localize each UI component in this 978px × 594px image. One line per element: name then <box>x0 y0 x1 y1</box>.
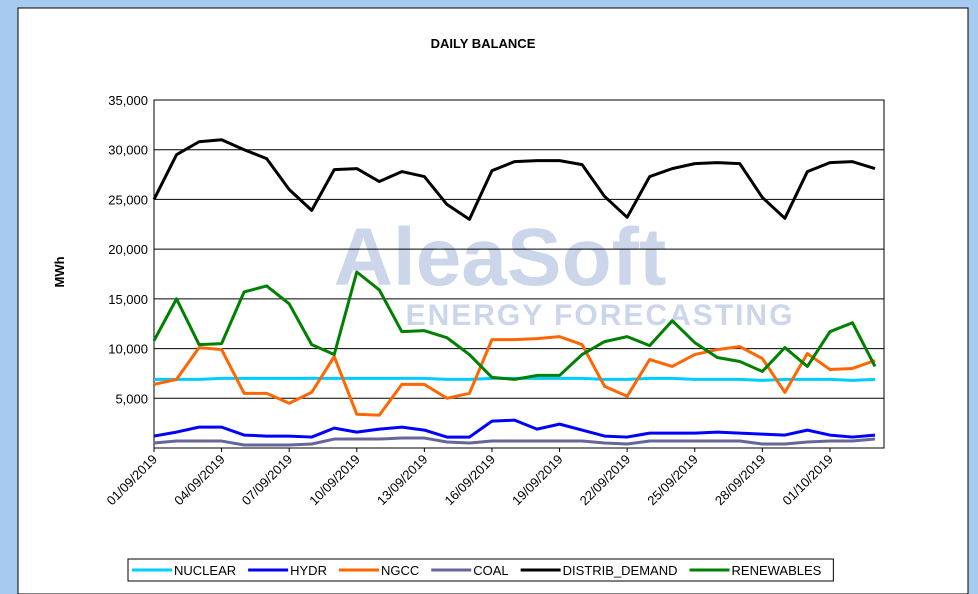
series-line <box>153 418 876 439</box>
y-tick-label: 15,000 <box>108 292 148 307</box>
legend-label: NGCC <box>381 563 419 578</box>
series-line <box>153 436 876 447</box>
watermark: AleaSoft <box>334 212 667 303</box>
y-tick-label: 10,000 <box>108 342 148 357</box>
y-tick-label: 25,000 <box>108 192 148 207</box>
y-tick-label: 30,000 <box>108 143 148 158</box>
chart-title: DAILY BALANCE <box>431 36 536 51</box>
legend-label: COAL <box>473 563 508 578</box>
legend-box <box>127 558 834 582</box>
series-line <box>152 270 877 381</box>
y-tick-label: 35,000 <box>108 93 148 108</box>
series-line <box>153 335 876 417</box>
legend-label: RENEWABLES <box>732 563 822 578</box>
y-tick-label: 20,000 <box>108 242 148 257</box>
watermark: ENERGY FORECASTING <box>406 299 795 332</box>
y-axis-label: MWh <box>52 256 67 287</box>
legend-label: DISTRIB_DEMAND <box>563 563 678 578</box>
legend-label: NUCLEAR <box>174 563 236 578</box>
legend-label: HYDR <box>290 563 327 578</box>
plot-frame <box>153 99 885 449</box>
y-tick-label: 5,000 <box>115 391 148 406</box>
series-line <box>152 138 876 221</box>
